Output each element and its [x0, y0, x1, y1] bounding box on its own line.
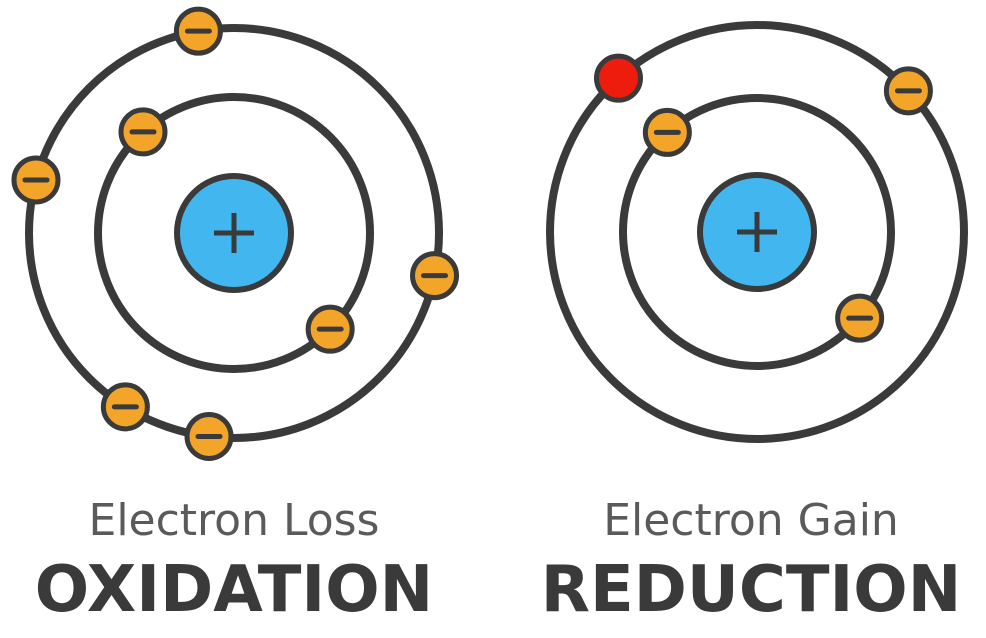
electron — [642, 107, 692, 157]
outer-orbit — [25, 24, 443, 442]
reduction-atom — [546, 21, 968, 443]
atom-diagrams — [11, 6, 968, 461]
electron — [11, 155, 61, 205]
reduction-subtitle: Electron Gain — [603, 495, 899, 546]
reduction-title: REDUCTION — [540, 553, 962, 627]
outer-orbit — [546, 21, 968, 443]
electron — [883, 66, 933, 116]
oxidation-subtitle: Electron Loss — [88, 495, 380, 546]
electron — [184, 411, 234, 461]
nucleus — [697, 172, 817, 292]
electron — [410, 251, 460, 301]
nucleus — [174, 173, 294, 293]
inner-orbit — [94, 93, 374, 373]
electron — [305, 304, 355, 354]
inner-orbit — [619, 94, 895, 370]
electron — [100, 382, 150, 432]
electron — [173, 6, 223, 56]
electron — [118, 107, 168, 157]
oxidation-atom — [11, 6, 460, 461]
electron — [835, 293, 885, 343]
gained-electron — [593, 53, 643, 103]
oxidation-title: OXIDATION — [34, 553, 434, 627]
